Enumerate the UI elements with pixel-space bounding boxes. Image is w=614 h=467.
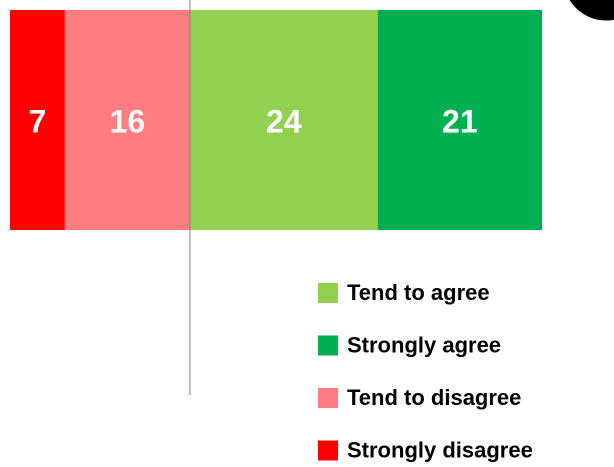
data-label: 24 [266,103,302,139]
legend-label: Strongly agree [347,332,501,357]
data-label: 21 [442,103,478,139]
bar-segment [64,10,190,230]
legend-label: Tend to agree [347,280,490,305]
legend-swatch [318,388,338,408]
corner-icon [566,0,614,24]
bar-segment [377,10,542,230]
legend-label: Strongly disagree [347,437,533,462]
legend-swatch [318,335,338,356]
bar-segment [189,10,378,230]
bar-segment [10,10,65,230]
legend-swatch [318,440,338,461]
legend-label: Tend to disagree [347,385,521,410]
legend-swatch [318,283,338,303]
data-label: 7 [28,103,46,139]
data-label: 16 [110,103,146,139]
